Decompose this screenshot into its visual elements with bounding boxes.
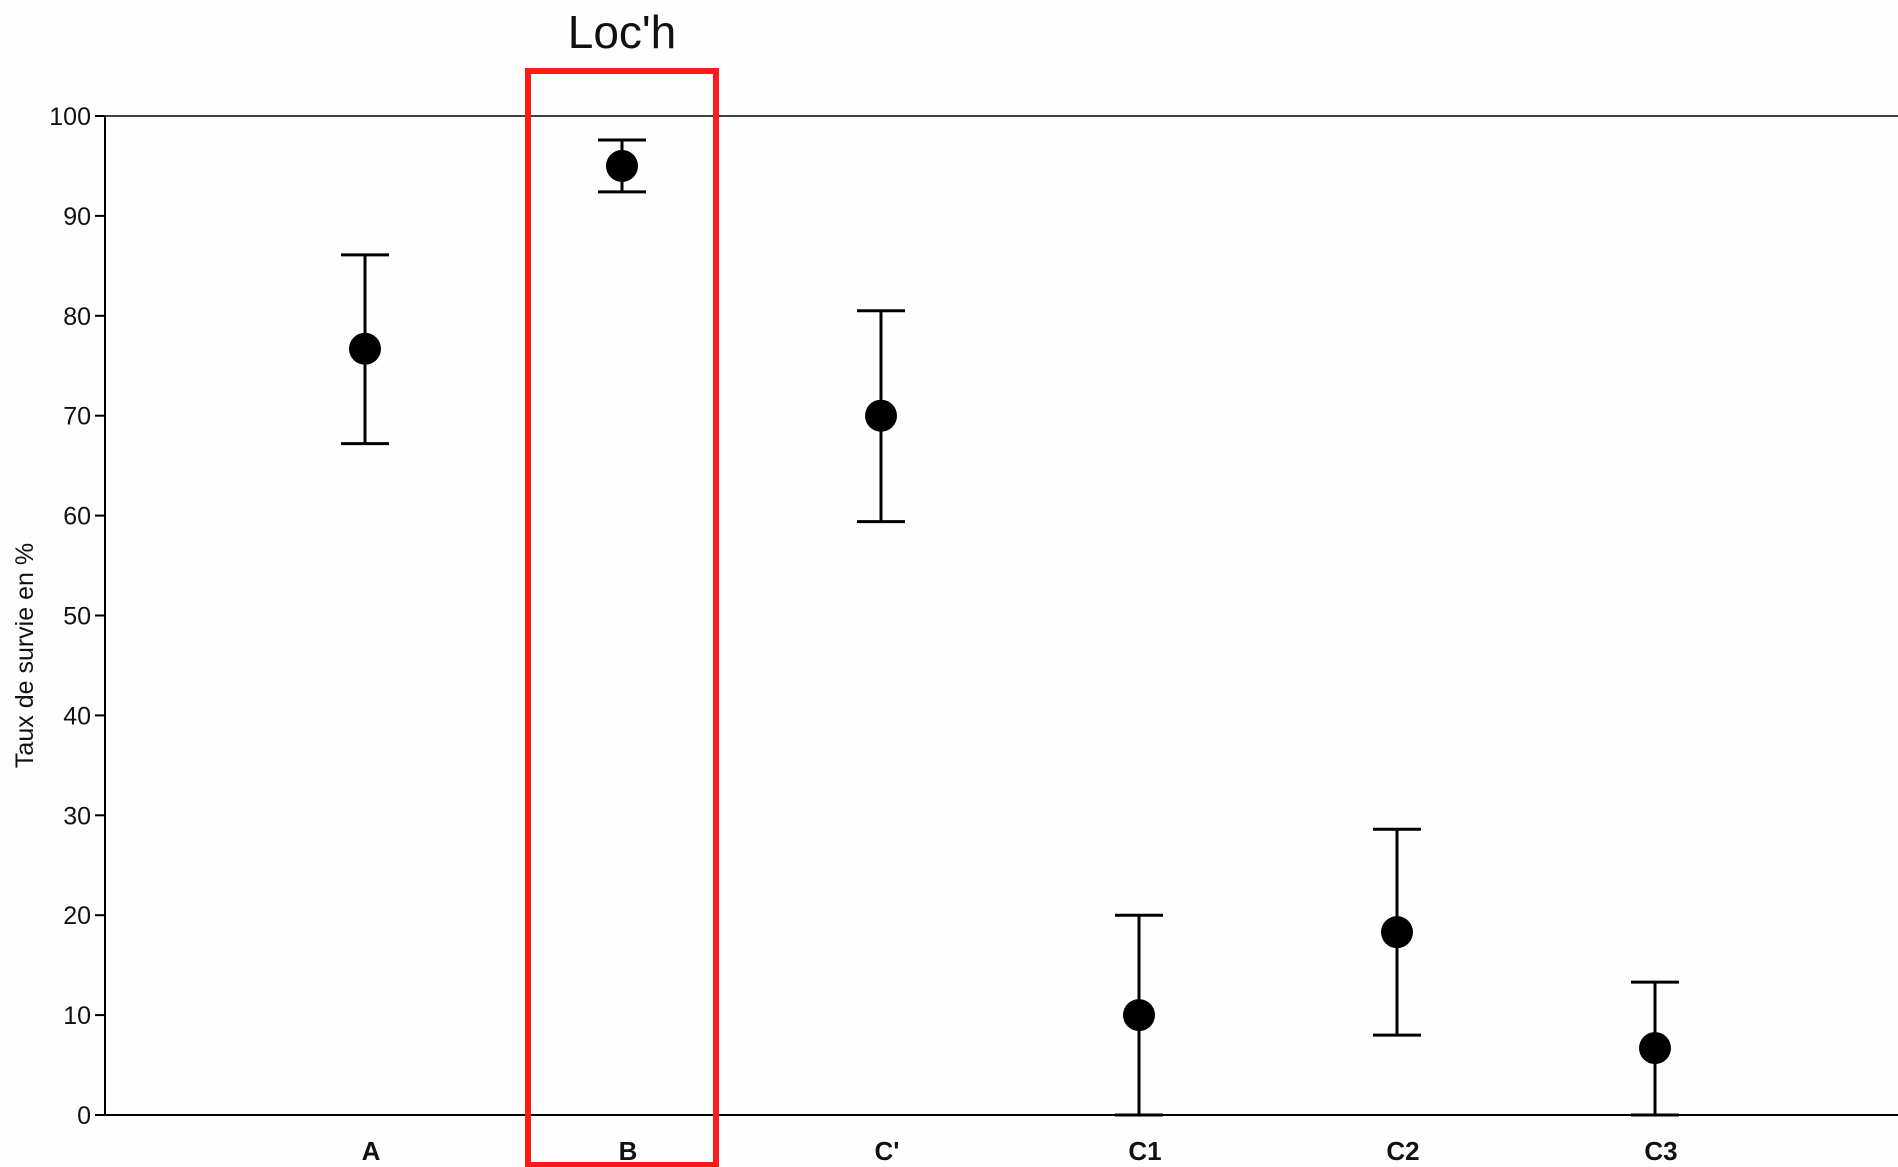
data-point: [1123, 999, 1155, 1032]
plot-area: 0 10 20 30 40 50 60 70 80 90 100 A B C' C1 C2 C3: [49, 68, 1898, 1167]
data-point: [606, 149, 638, 182]
y-axis-title: Taux de survie en %: [11, 543, 39, 768]
y-tick-label: 30: [63, 802, 91, 830]
y-tick-label: 70: [63, 403, 91, 431]
x-category-label: C2: [1386, 1136, 1419, 1166]
y-tick-label: 40: [63, 702, 91, 730]
x-category-label: B: [619, 1136, 638, 1166]
highlight-box: [525, 68, 719, 1167]
y-tick-label: 90: [63, 203, 91, 231]
data-point: [1381, 916, 1413, 949]
y-tick-label: 100: [49, 103, 91, 131]
x-category-label: C': [875, 1136, 900, 1166]
y-tick-label: 20: [63, 902, 91, 930]
highlight-label: Loc'h: [568, 6, 677, 58]
data-point: [1639, 1032, 1671, 1065]
data-point: [349, 332, 381, 365]
x-category-label: C1: [1128, 1136, 1161, 1166]
x-category-label: C3: [1644, 1136, 1677, 1166]
y-tick-label: 10: [63, 1002, 91, 1030]
data-point: [865, 399, 897, 432]
y-tick-label: 60: [63, 503, 91, 531]
y-tick-label: 80: [63, 303, 91, 331]
y-tick-label: 0: [77, 1102, 91, 1130]
y-tick-label: 50: [63, 603, 91, 631]
x-category-label: A: [362, 1136, 381, 1166]
